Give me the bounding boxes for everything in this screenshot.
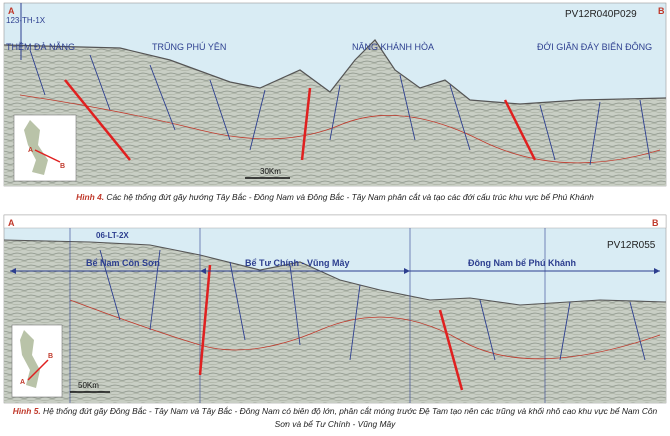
caption-label: Hình 5. [12, 406, 41, 416]
label-b: B [658, 6, 665, 16]
zone: ĐỚI GIÃN ĐÁY BIỂN ĐÔNG [537, 41, 652, 52]
label-b: B [652, 218, 659, 228]
caption-text: Các hệ thống đứt gãy hướng Tây Bắc - Đôn… [106, 192, 594, 202]
label-a: A [8, 6, 15, 16]
caption-4: Hình 4. Các hệ thống đứt gãy hướng Tây B… [20, 191, 650, 204]
caption-label: Hình 4. [76, 192, 105, 202]
line-id: PV12R055 [607, 240, 656, 251]
label-a: A [8, 218, 15, 228]
zone: Bể Nam Côn Sơn [86, 258, 160, 268]
caption-text: Hệ thống đứt gãy Đông Bắc - Tây Nam và T… [43, 406, 658, 429]
zone: THỀM ĐÀ NẴNG [6, 41, 75, 52]
figure-2: A B 06-LT-2X PV12R055 Bể Nam Côn Sơn Bể … [3, 214, 667, 404]
well: 123-TH-1X [6, 16, 46, 25]
zone: NÂNG KHÁNH HÒA [352, 42, 434, 52]
zone: Đông Nam bể Phú Khánh [468, 258, 576, 268]
zone: Bể Tư Chính - Vũng Mây [245, 258, 350, 268]
zone: TRŨNG PHÚ YÊN [152, 42, 226, 52]
inset-b: B [48, 353, 53, 360]
inset-a: A [28, 147, 33, 154]
scale: 30Km [260, 167, 281, 176]
line-id: PV12R040P029 [565, 9, 637, 20]
caption-5: Hình 5. Hệ thống đứt gãy Đông Bắc - Tây … [10, 405, 660, 431]
scale: 50Km [78, 381, 99, 390]
inset-a: A [20, 379, 25, 386]
figure-1: A B PV12R040P029 123-TH-1X THỀM ĐÀ NẴNG … [3, 2, 667, 187]
inset-b: B [60, 163, 65, 170]
well: 06-LT-2X [96, 231, 129, 240]
